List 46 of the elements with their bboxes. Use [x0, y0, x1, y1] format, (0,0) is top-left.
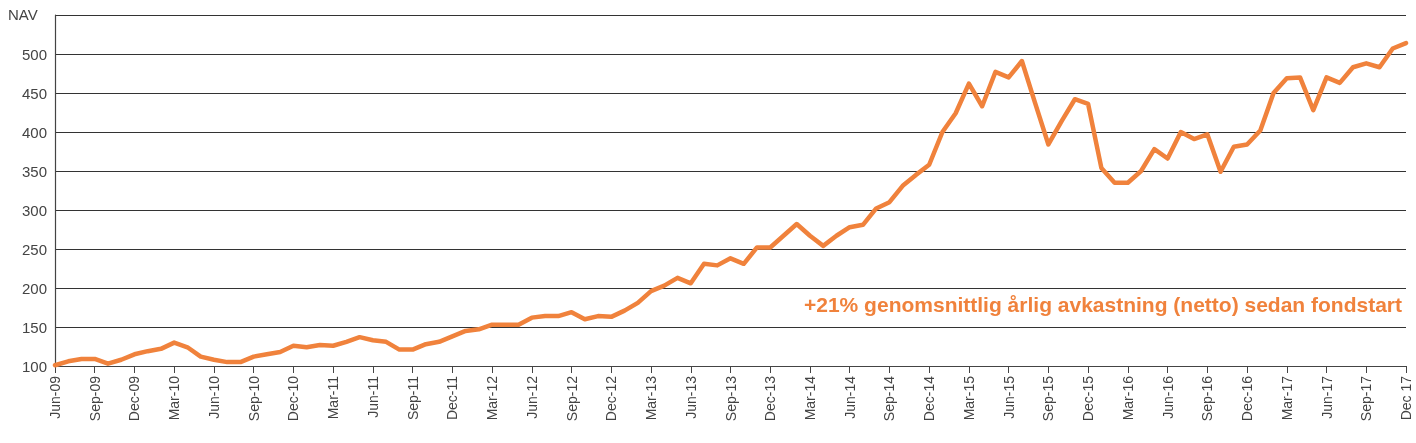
- y-tick-label: 100: [21, 357, 47, 375]
- x-tick-label: Sep-11: [404, 375, 421, 421]
- x-tick-label: Mar-10: [166, 375, 183, 421]
- x-tick-label: Dec-10: [285, 375, 302, 422]
- x-tick-label: Dec-14: [921, 375, 938, 422]
- x-tick-label: Dec 17: [1398, 375, 1414, 421]
- x-tick-label: Dec-15: [1080, 375, 1097, 422]
- x-tick-label: Mar-15: [960, 375, 977, 421]
- x-tick-label: Sep-09: [86, 375, 103, 422]
- x-tick-label: Sep-16: [1199, 375, 1216, 422]
- y-tick-label: 250: [21, 240, 47, 258]
- x-tick-label: Jun-15: [1000, 375, 1017, 419]
- x-tick-label: Dec-13: [762, 375, 779, 422]
- x-tick-label: Jun-17: [1318, 375, 1335, 419]
- x-tick-label: Jun-16: [1159, 375, 1176, 419]
- x-tick-label: Mar-17: [1278, 375, 1295, 421]
- x-tick-label: Dec-11: [444, 375, 461, 421]
- x-tick-label: Dec-09: [126, 375, 143, 422]
- x-tick-label: Jun-11: [364, 375, 381, 418]
- y-tick-label: 400: [21, 123, 47, 141]
- x-tick-label: Sep-17: [1358, 375, 1375, 422]
- x-tick-label: Mar-12: [484, 375, 501, 421]
- x-tick-label: Mar-16: [1119, 375, 1136, 421]
- x-tick-label: Sep-14: [881, 375, 898, 422]
- x-tick-label: Jun-13: [682, 375, 699, 419]
- x-tick-label: Mar-13: [643, 375, 660, 421]
- x-tick-label: Dec-12: [603, 375, 620, 422]
- y-tick-label: 500: [21, 45, 47, 63]
- y-axis-title: NAV: [8, 6, 38, 23]
- y-tick-label: 450: [21, 84, 47, 102]
- y-tick-label: 300: [21, 201, 47, 219]
- x-tick-label: Sep-12: [563, 375, 580, 422]
- annotation: +21% genomsnittlig årlig avkastning (netto) sedan fondstart: [803, 293, 1403, 316]
- x-tick-label: Jun-12: [523, 375, 540, 419]
- x-tick-label: Mar-11: [325, 375, 342, 420]
- x-tick-label: Jun-09: [47, 375, 63, 419]
- x-tick-label: Dec-16: [1239, 375, 1256, 422]
- x-tick-label: Sep-10: [245, 375, 262, 422]
- x-tick-label: Jun-10: [205, 375, 222, 419]
- x-tick-label: Sep-15: [1040, 375, 1057, 422]
- y-tick-label: 150: [21, 318, 47, 336]
- y-tick-label: 200: [21, 279, 47, 297]
- x-tick-label: Jun-14: [841, 375, 858, 419]
- y-tick-label: 350: [21, 162, 47, 180]
- x-tick-label: Sep-13: [722, 375, 739, 422]
- x-tick-label: Mar-14: [801, 375, 818, 421]
